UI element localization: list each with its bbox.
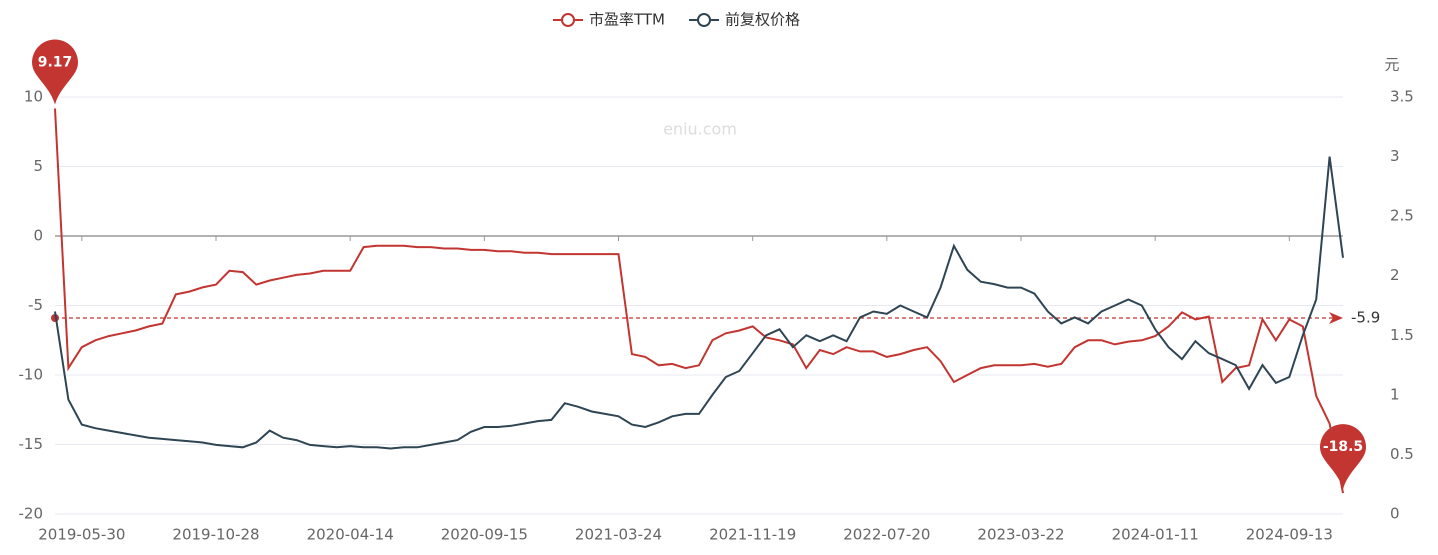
y-tick-label: 5: [33, 157, 43, 175]
series-line: [54, 156, 1344, 450]
pin-label: -18.5: [1323, 439, 1363, 455]
y2-tick-label: 2.5: [1390, 207, 1414, 225]
x-tick-label: 2019-05-30: [38, 526, 125, 544]
x-tick-label: 2024-09-13: [1246, 526, 1333, 544]
average-line-arrow: [1329, 312, 1343, 325]
y2-tick-label: 1: [1390, 385, 1400, 403]
pin: [1320, 424, 1366, 490]
x-tick-label: 2020-04-14: [307, 526, 394, 544]
y-tick-label: -15: [19, 435, 44, 453]
y-tick-label: -20: [19, 505, 44, 523]
y2-axis-label: 元: [1384, 56, 1399, 74]
series-line: [54, 108, 1344, 494]
legend-icon: [697, 13, 712, 27]
watermark: eniu.com: [663, 120, 737, 139]
x-tick-label: 2021-11-19: [709, 526, 796, 544]
y2-tick-label: 0: [1390, 505, 1400, 523]
x-tick-label: 2020-09-15: [441, 526, 528, 544]
pin-label: 9.17: [38, 55, 73, 71]
y2-tick-label: 1.5: [1390, 326, 1414, 344]
y2-tick-label: 0.5: [1390, 445, 1414, 463]
y2-tick-label: 3: [1390, 147, 1400, 165]
y-tick-label: -5: [28, 296, 43, 314]
pin: [32, 39, 78, 105]
x-tick-label: 2021-03-24: [575, 526, 662, 544]
y-tick-label: 10: [24, 88, 43, 106]
legend-label: 前复权价格: [725, 11, 800, 29]
x-tick-label: 2019-10-28: [172, 526, 259, 544]
x-tick-label: 2022-07-20: [843, 526, 930, 544]
legend-icon: [561, 13, 575, 27]
x-tick-label: 2024-01-11: [1112, 526, 1199, 544]
y2-tick-label: 3.5: [1390, 88, 1414, 106]
legend-label: 市盈率TTM: [589, 11, 665, 29]
y-tick-label: -10: [19, 366, 44, 384]
y2-tick-label: 2: [1390, 266, 1400, 284]
y-tick-label: 0: [33, 227, 43, 245]
average-line-label: -5.9: [1351, 309, 1380, 327]
x-tick-label: 2023-03-22: [977, 526, 1064, 544]
